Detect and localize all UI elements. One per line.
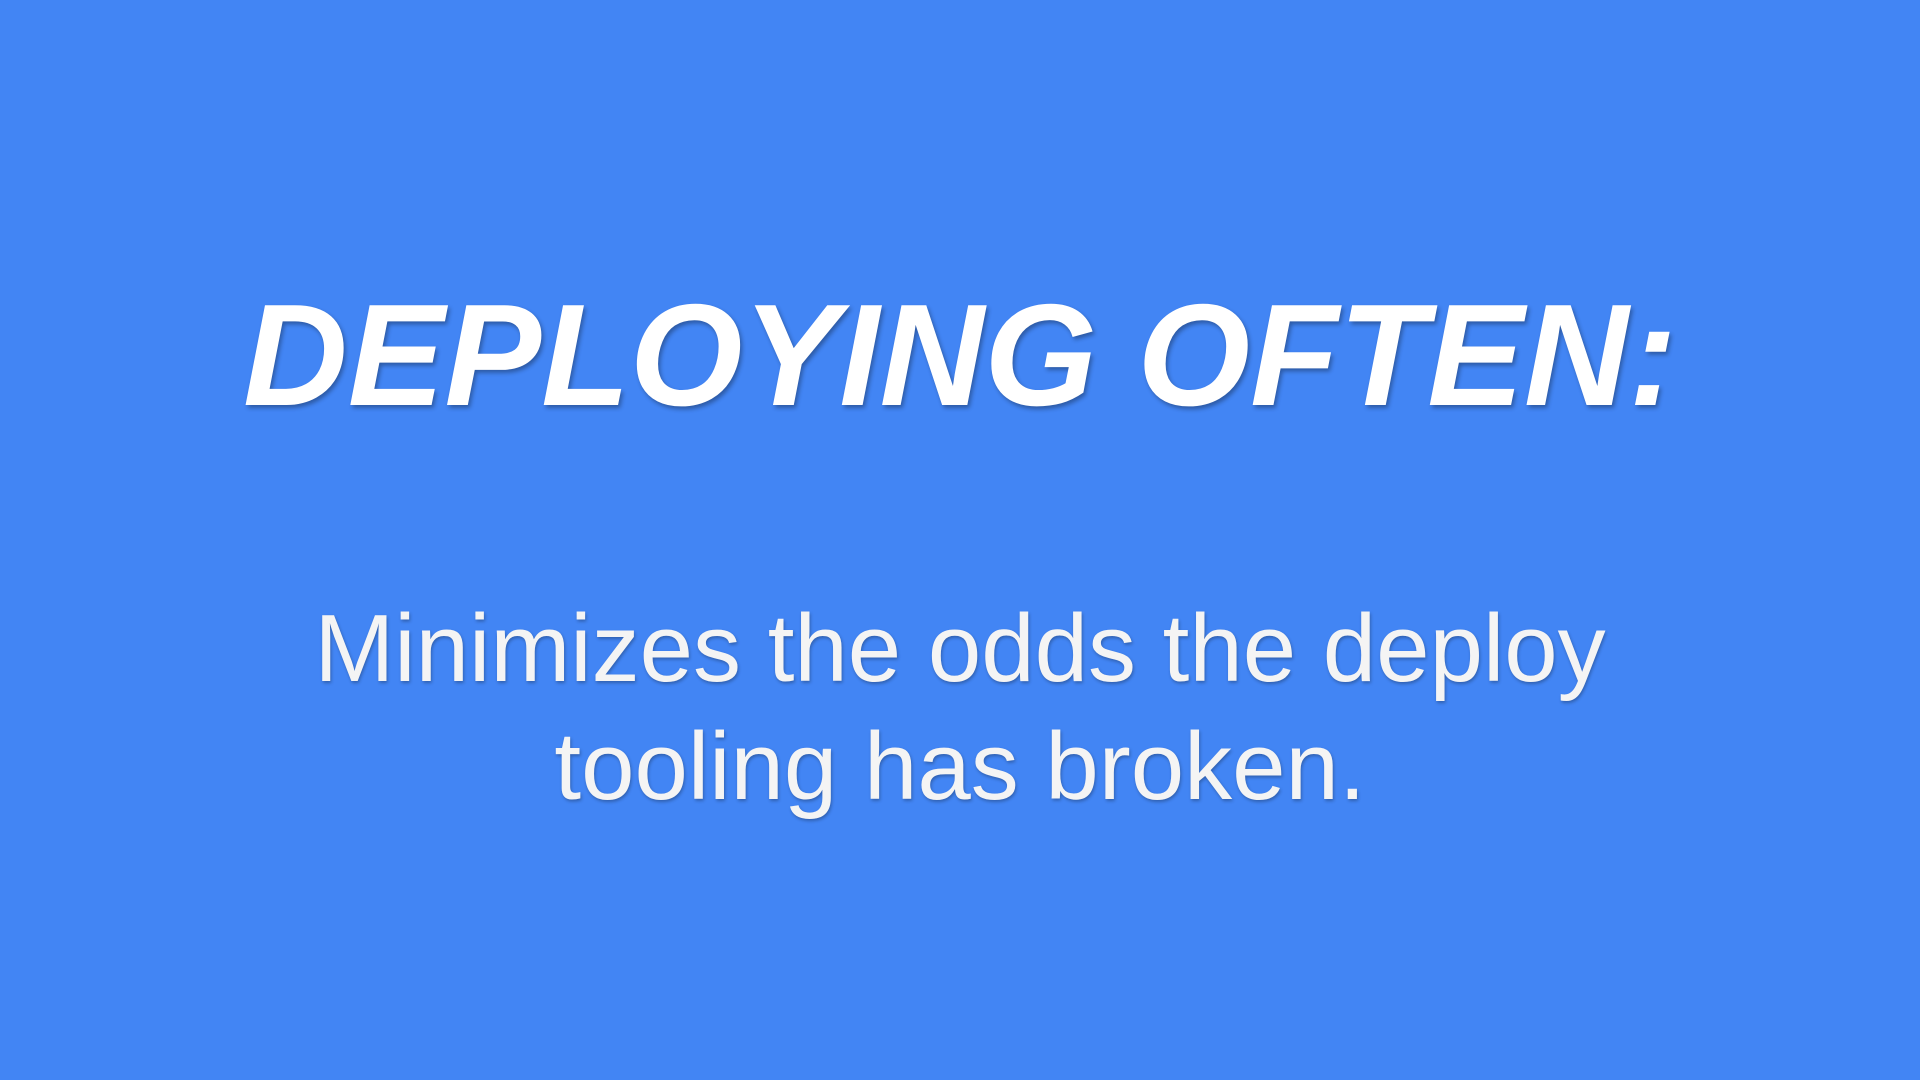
slide-body-text: Minimizes the odds the deploy tooling ha…	[314, 595, 1606, 820]
slide-title: DEPLOYING OFTEN:	[243, 274, 1677, 436]
